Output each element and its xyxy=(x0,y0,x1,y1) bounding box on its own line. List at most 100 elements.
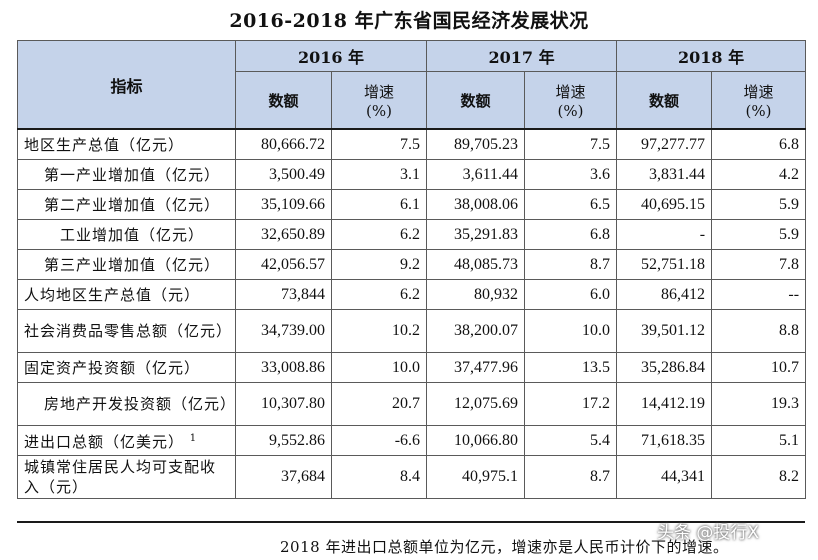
growth-cell: 7.5 xyxy=(330,128,428,160)
growth-cell: 5.4 xyxy=(524,425,618,456)
growth-cell: 19.3 xyxy=(711,382,807,426)
row-label-text: 城镇常住居民人均可支配收入（元） xyxy=(24,458,217,496)
growth-cell: 10.0 xyxy=(330,352,428,383)
amount-cell: 35,109.66 xyxy=(235,189,332,220)
table-row: 第一产业增加值（亿元） 3,500.49 3.1 3,611.44 3.6 3,831.4… xyxy=(17,159,807,190)
growth-cell: -- xyxy=(711,279,807,310)
row-label: 第二产业增加值（亿元） xyxy=(17,189,236,220)
growth-cell: 7.5 xyxy=(524,128,618,160)
table-row: 社会消费品零售总额（亿元） 34,739.00 10.2 38,200.07 10.0 3… xyxy=(17,309,807,353)
growth-cell: 8.4 xyxy=(330,455,428,499)
row-label-text: 进出口总额（亿美元） xyxy=(24,433,185,451)
growth-cell: 3.6 xyxy=(524,159,618,190)
growth-cell: 9.2 xyxy=(330,249,428,280)
growth-cell: 6.8 xyxy=(524,219,618,250)
table-row: 城镇常住居民人均可支配收入（元） 37,684 8.4 40,975.1 8.7 44,3… xyxy=(17,455,807,499)
table-body: 地区生产总值（亿元） 80,666.72 7.5 89,705.23 7.5 97,277… xyxy=(17,128,807,499)
growth-cell: 5.9 xyxy=(711,189,807,220)
amount-cell: 35,291.83 xyxy=(426,219,526,250)
growth-cell: 8.7 xyxy=(524,455,618,499)
amount-cell: 73,844 xyxy=(235,279,332,310)
growth-header-label: 增速 xyxy=(743,82,774,101)
amount-cell: - xyxy=(616,219,713,250)
growth-header-label: 增速 xyxy=(555,82,586,101)
footnote: 2018 年进出口总额单位为亿元，增速亦是人民币计价下的增速。 xyxy=(280,538,729,556)
amount-cell: 40,975.1 xyxy=(426,455,526,499)
amount-cell: 97,277.77 xyxy=(616,128,713,160)
growth-cell: 20.7 xyxy=(330,382,428,426)
growth-cell: 6.2 xyxy=(330,279,428,310)
growth-cell: 13.5 xyxy=(524,352,618,383)
row-label-text: 第二产业增加值（亿元） xyxy=(44,195,221,214)
row-label-text: 地区生产总值（亿元） xyxy=(24,135,185,154)
amount-cell: 9,552.86 xyxy=(235,425,332,456)
growth-cell: 8.2 xyxy=(711,455,807,499)
amount-cell: 14,412.19 xyxy=(616,382,713,426)
row-label-text: 第三产业增加值（亿元） xyxy=(44,255,221,274)
row-label: 工业增加值（亿元） xyxy=(17,219,236,250)
table-row: 工业增加值（亿元） 32,650.89 6.2 35,291.83 6.8-5.9 xyxy=(17,219,807,250)
footnote-marker: 1 xyxy=(189,433,198,444)
table-row: 第三产业增加值（亿元） 42,056.57 9.2 48,085.73 8.7 52,75… xyxy=(17,249,807,280)
growth-header: 增速 (%) xyxy=(524,71,618,130)
row-label-text: 第一产业增加值（亿元） xyxy=(44,165,221,184)
table-title: 2016-2018 年广东省国民经济发展状况 xyxy=(229,10,589,32)
growth-header-unit: (%) xyxy=(366,101,392,120)
amount-cell: 34,739.00 xyxy=(235,309,332,353)
growth-cell: 10.0 xyxy=(524,309,618,353)
amount-cell: 39,501.12 xyxy=(616,309,713,353)
growth-cell: 3.1 xyxy=(330,159,428,190)
row-label-text: 固定资产投资额（亿元） xyxy=(24,358,201,377)
watermark: 头条 @投行X xyxy=(657,523,760,543)
amount-cell: 40,695.15 xyxy=(616,189,713,220)
growth-cell: 6.0 xyxy=(524,279,618,310)
growth-cell: 17.2 xyxy=(524,382,618,426)
growth-cell: 10.7 xyxy=(711,352,807,383)
amount-cell: 80,666.72 xyxy=(235,128,332,160)
growth-cell: 4.2 xyxy=(711,159,807,190)
row-label: 第一产业增加值（亿元） xyxy=(17,159,236,190)
amount-cell: 38,008.06 xyxy=(426,189,526,220)
amount-cell: 3,831.44 xyxy=(616,159,713,190)
row-label-text: 社会消费品零售总额（亿元） xyxy=(24,322,233,340)
row-label-text: 人均地区生产总值（元） xyxy=(24,285,201,304)
amount-cell: 42,056.57 xyxy=(235,249,332,280)
amount-cell: 44,341 xyxy=(616,455,713,499)
growth-header: 增速 (%) xyxy=(330,71,428,130)
amount-cell: 37,684 xyxy=(235,455,332,499)
growth-header: 增速 (%) xyxy=(711,71,807,130)
amount-cell: 3,500.49 xyxy=(235,159,332,190)
row-label: 第三产业增加值（亿元） xyxy=(17,249,236,280)
amount-cell: 32,650.89 xyxy=(235,219,332,250)
row-label: 城镇常住居民人均可支配收入（元） xyxy=(17,455,236,499)
table-bottom-rule xyxy=(17,521,805,523)
amount-cell: 37,477.96 xyxy=(426,352,526,383)
amount-cell: 35,286.84 xyxy=(616,352,713,383)
row-label: 房地产开发投资额（亿元） xyxy=(17,382,236,426)
amount-cell: 10,066.80 xyxy=(426,425,526,456)
growth-cell: 5.1 xyxy=(711,425,807,456)
growth-cell: 6.1 xyxy=(330,189,428,220)
amount-cell: 52,751.18 xyxy=(616,249,713,280)
amount-cell: 10,307.80 xyxy=(235,382,332,426)
amount-cell: 33,008.86 xyxy=(235,352,332,383)
table-row: 第二产业增加值（亿元） 35,109.66 6.1 38,008.06 6.5 40,69… xyxy=(17,189,807,220)
row-label: 地区生产总值（亿元） xyxy=(17,128,236,160)
amount-header: 数额 xyxy=(616,71,713,130)
indicator-header: 指标 xyxy=(17,40,236,130)
amount-cell: 48,085.73 xyxy=(426,249,526,280)
growth-cell: 8.7 xyxy=(524,249,618,280)
table-row: 固定资产投资额（亿元） 33,008.86 10.0 37,477.96 13.5 35,… xyxy=(17,352,807,383)
amount-header: 数额 xyxy=(426,71,526,130)
row-label: 社会消费品零售总额（亿元） xyxy=(17,309,236,353)
growth-header-label: 增速 xyxy=(364,82,395,101)
growth-cell: 5.9 xyxy=(711,219,807,250)
amount-cell: 80,932 xyxy=(426,279,526,310)
row-label: 进出口总额（亿美元） 1 xyxy=(17,425,236,456)
year-header-2018: 2018 年 xyxy=(616,40,807,72)
amount-cell: 3,611.44 xyxy=(426,159,526,190)
growth-cell: 8.8 xyxy=(711,309,807,353)
table-row: 进出口总额（亿美元） 1 9,552.86 -6.6 10,066.80 5.4 71,6… xyxy=(17,425,807,456)
amount-cell: 38,200.07 xyxy=(426,309,526,353)
economic-indicators-table: 指标 2016 年 2017 年 2018 年 数额 增速 (%) 数额 增速 (%… xyxy=(17,40,807,499)
